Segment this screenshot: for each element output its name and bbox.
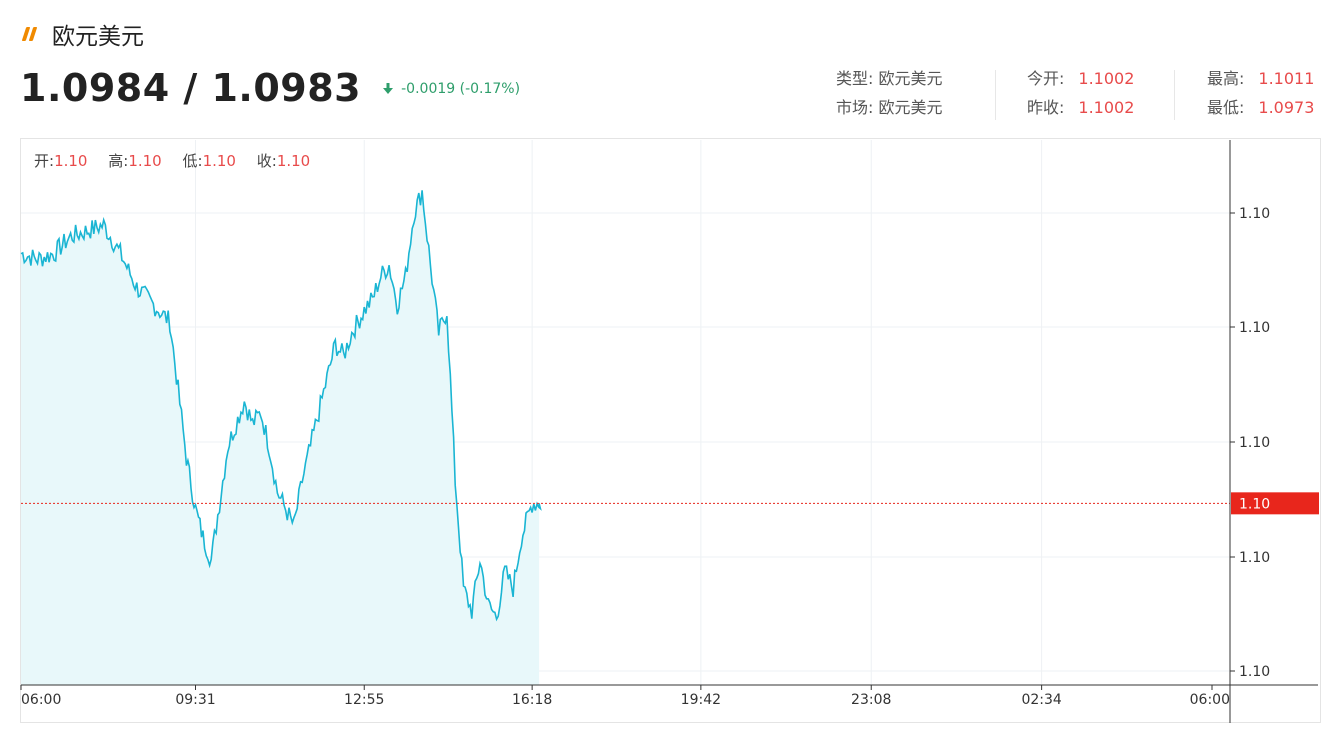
- price-area: [21, 190, 541, 686]
- x-tick-label: 09:31: [175, 692, 215, 708]
- prev-close-label: 昨收:: [1027, 98, 1065, 117]
- x-tick-labels: 06:00 09:31 12:55 16:18 19:42 23:08 02:34 06:00: [20, 685, 1230, 708]
- low-value: 1.0973: [1258, 98, 1315, 117]
- high-value: 1.1011: [1258, 69, 1315, 88]
- x-tick-label: 16:18: [512, 692, 552, 708]
- open-value: 1.1002: [1078, 69, 1135, 88]
- x-tick-label: 06:00: [21, 692, 61, 708]
- current-price-tag-label: 1.10: [1239, 496, 1270, 512]
- y-tick-labels: 1.10 1.10 1.10 1.10 1.10: [1230, 206, 1270, 680]
- ohlc-open-value: 1.10: [54, 152, 88, 170]
- y-tick-label: 1.10: [1239, 206, 1270, 222]
- prev-close-value: 1.1002: [1078, 98, 1135, 117]
- open-label: 今开:: [1027, 69, 1065, 88]
- bid-ask-price: 1.0984 / 1.0983: [20, 66, 362, 110]
- high-label: 最高:: [1207, 69, 1245, 88]
- ohlc-high-label: 高:: [108, 152, 129, 170]
- ohlc-readout: 开:1.10 高:1.10 低:1.10 收:1.10: [34, 150, 326, 171]
- ohlc-close-value: 1.10: [276, 152, 311, 170]
- type-value: 欧元美元: [878, 69, 943, 88]
- y-tick-label: 1.10: [1239, 550, 1270, 566]
- y-tick-label: 1.10: [1239, 320, 1270, 336]
- market-label: 市场:: [836, 98, 874, 117]
- info-high-low: 最高: 1.1011 最低: 1.0973: [1207, 66, 1314, 124]
- x-tick-label: 19:42: [681, 692, 721, 708]
- type-label: 类型:: [836, 69, 874, 88]
- market-value: 欧元美元: [878, 98, 943, 117]
- ohlc-low-value: 1.10: [202, 152, 236, 170]
- x-tick-label: 23:08: [851, 692, 891, 708]
- y-tick-label: 1.10: [1239, 435, 1270, 451]
- info-divider: [1174, 70, 1175, 120]
- price-change-text: -0.0019 (-0.17%): [401, 81, 521, 97]
- ohlc-low-label: 低:: [182, 152, 203, 170]
- x-tick-label: 12:55: [344, 692, 384, 708]
- chart-frame: [20, 138, 1321, 723]
- page-title: 欧元美元: [52, 24, 144, 50]
- title-row: 欧元美元: [20, 18, 144, 50]
- arrow-down-icon: [383, 83, 394, 94]
- price-change: -0.0019 (-0.17%): [383, 81, 520, 97]
- info-type-market: 类型: 欧元美元 市场: 欧元美元: [836, 66, 943, 124]
- ohlc-high-value: 1.10: [128, 152, 162, 170]
- price-row: 1.0984 / 1.0983 -0.0019 (-0.17%): [20, 66, 520, 110]
- low-label: 最低:: [1207, 98, 1245, 117]
- x-tick-label: 06:00: [1190, 692, 1230, 708]
- y-tick-label: 1.10: [1239, 664, 1270, 680]
- ohlc-close-label: 收:: [256, 152, 277, 170]
- current-price-tag: 1.10: [1231, 492, 1319, 515]
- info-open-close: 今开: 1.1002 昨收: 1.1002: [1027, 66, 1134, 124]
- current-price-tag-box: [1231, 492, 1319, 515]
- x-tick-label: 02:34: [1021, 692, 1061, 708]
- price-line: [20, 190, 542, 622]
- ohlc-open-label: 开:: [34, 152, 55, 170]
- info-divider: [995, 70, 996, 120]
